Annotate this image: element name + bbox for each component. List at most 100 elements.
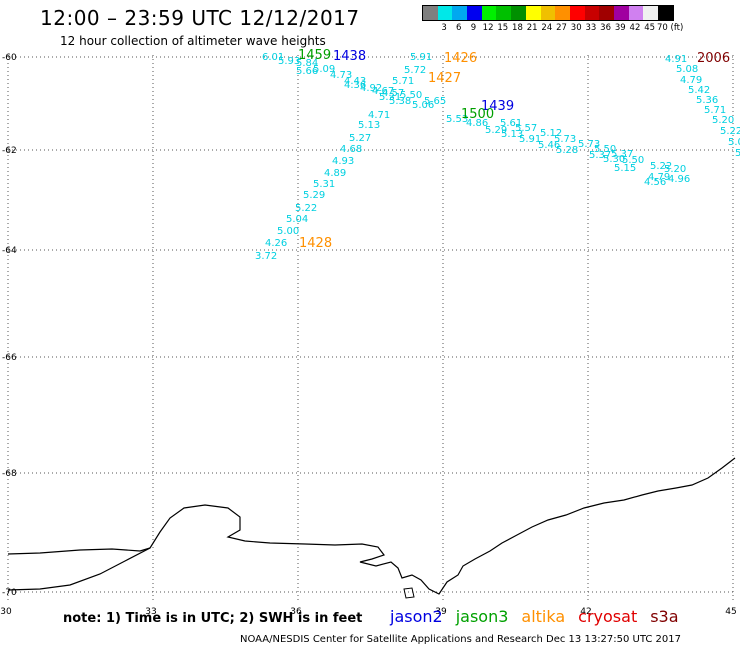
wave-reading: 5.71 xyxy=(704,105,726,116)
wave-reading: 4.67 xyxy=(372,86,394,97)
wave-reading: 5.27 xyxy=(349,133,371,144)
wave-reading: 4.89 xyxy=(324,168,346,179)
wave-reading: 5.42 xyxy=(688,85,710,96)
legend-swatch xyxy=(437,6,453,20)
wave-reading: 4.86 xyxy=(466,118,488,129)
legend-label: 9 xyxy=(470,23,477,33)
wave-height-readings: 6.015.935.845.665.094.734.434.364.924.67… xyxy=(255,52,740,262)
legend-swatch xyxy=(452,6,468,20)
track-time-label: 1459 xyxy=(298,48,331,63)
wave-reading: 5.57 xyxy=(515,123,537,134)
lon-label: 33 xyxy=(145,607,156,617)
legend-label: 27 xyxy=(556,23,567,33)
wave-reading: 5.08 xyxy=(676,64,698,75)
island-shape xyxy=(403,587,415,599)
wave-reading: 4.92 xyxy=(360,83,382,94)
legend-swatch xyxy=(467,6,482,20)
wave-reading: 5.53 xyxy=(446,114,468,125)
wave-reading: 5.20 xyxy=(712,115,734,126)
wave-reading: 5.65 xyxy=(424,96,446,107)
wave-reading: 4.73 xyxy=(330,70,352,81)
track-time-label: 1428 xyxy=(299,236,332,251)
wave-reading: 5.20 xyxy=(664,164,686,175)
wave-reading: 5.50 xyxy=(622,155,644,166)
wave-reading: 6.01 xyxy=(262,52,284,63)
satellite-cryosat: cryosat xyxy=(578,607,638,626)
legend-swatch xyxy=(540,6,556,20)
track-time-label: 1427 xyxy=(428,71,461,86)
satellite-altika: altika xyxy=(521,607,566,626)
wave-reading: 4.91 xyxy=(665,54,687,65)
lon-label: 45 xyxy=(725,607,736,617)
wave-reading: 5.22 xyxy=(720,126,740,137)
page-subtitle: 12 hour collection of altimeter wave hei… xyxy=(60,34,326,48)
wave-reading: 5.37 xyxy=(611,149,633,160)
legend-swatch xyxy=(643,6,658,20)
wave-reading: 4.57 xyxy=(382,88,404,99)
track-time-label: 1439 xyxy=(481,99,514,114)
wave-reading: 5.61 xyxy=(500,118,522,129)
wave-reading: 5.66 xyxy=(296,66,318,77)
satellite-jason2: jason2 xyxy=(390,607,443,626)
legend-label: 45 xyxy=(644,23,656,33)
page-title: 12:00 – 23:59 UTC 12/12/2017 xyxy=(40,6,360,30)
track-time-label: 1500 xyxy=(461,107,494,122)
legend-label: 3 xyxy=(441,23,447,33)
legend-swatch xyxy=(423,6,438,20)
legend-swatch xyxy=(658,6,673,20)
wave-reading: 5.37 xyxy=(589,150,611,161)
track-time-label: 1426 xyxy=(444,51,477,66)
legend-label: 42 xyxy=(629,23,641,33)
wave-reading: 5.22 xyxy=(295,203,317,214)
wave-reading: 5.00 xyxy=(277,226,299,237)
wave-reading: 5.29 xyxy=(303,190,325,201)
wave-reading: 5.38 xyxy=(389,96,411,107)
legend-label: 12 xyxy=(482,23,494,33)
wave-reading: 5.91 xyxy=(519,134,541,145)
wave-reading: 4.79 xyxy=(648,172,670,183)
footer-credit: NOAA/NESDIS Center for Satellite Applica… xyxy=(240,634,682,645)
wave-reading: 5.28 xyxy=(556,145,578,156)
track-time-label: 2006 xyxy=(697,51,730,66)
wave-reading: 5.93 xyxy=(278,56,300,67)
lon-label: 30 xyxy=(0,607,12,617)
wave-reading: 4.43 xyxy=(344,76,366,87)
lon-label: 42 xyxy=(580,607,591,617)
wave-reading: 5.91 xyxy=(410,52,432,63)
legend-label: 21 xyxy=(526,23,538,33)
lon-label: 36 xyxy=(290,607,302,617)
wave-reading: 5.04 xyxy=(286,214,308,225)
wave-reading: 4.93 xyxy=(332,156,354,167)
legend-label: 15 xyxy=(497,23,509,33)
wave-reading: 5.71 xyxy=(392,76,414,87)
wave-reading: 5.09 xyxy=(313,64,335,75)
legend-pad xyxy=(422,23,437,33)
color-legend: 3 6 9 12 15 18 21 24 27 30 33 36 39 42 45 70 (ft) xyxy=(422,5,684,33)
wave-reading: 5.22 xyxy=(650,161,672,172)
satellite-jason3: jason3 xyxy=(455,607,509,626)
legend-label: 70 (ft) xyxy=(657,23,684,33)
legend-label: 30 xyxy=(570,23,582,33)
wave-reading: 5.13 xyxy=(358,120,380,131)
legend-swatch xyxy=(628,6,644,20)
wave-reading: 4.68 xyxy=(340,144,362,155)
legend-swatches xyxy=(422,5,674,21)
wave-reading: 5.50 xyxy=(594,144,616,155)
wave-reading: 4.96 xyxy=(668,174,690,185)
coastline-left-edge xyxy=(7,547,151,555)
wave-reading: 5.31 xyxy=(379,92,401,103)
legend-swatch xyxy=(525,6,541,20)
satellite-legend: jason2 jason3 altika cryosat s3a xyxy=(390,607,692,626)
legend-swatch xyxy=(555,6,570,20)
wave-reading: 5.72 xyxy=(404,65,426,76)
lat-label: -60 xyxy=(2,53,17,63)
lat-label: -64 xyxy=(2,246,17,256)
wave-reading: 5.06 xyxy=(412,100,434,111)
wave-reading: 5.36 xyxy=(696,95,718,106)
wave-reading: 4.36 xyxy=(344,80,366,91)
lat-label: -68 xyxy=(2,469,17,479)
wave-reading: 4.71 xyxy=(368,110,390,121)
wave-reading: 4.26 xyxy=(265,238,287,249)
legend-label: 6 xyxy=(456,23,462,33)
